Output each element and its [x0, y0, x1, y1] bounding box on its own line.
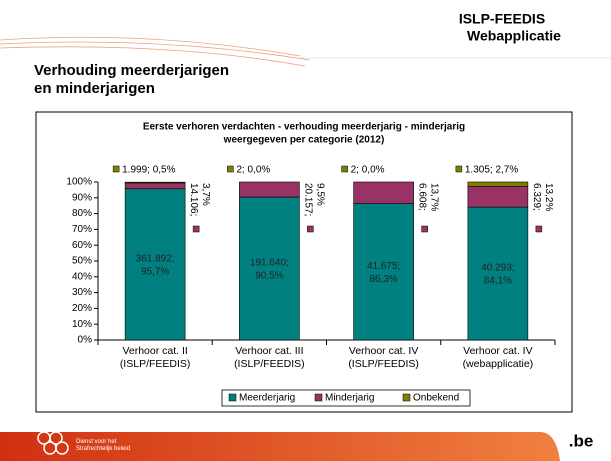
bar-segment [239, 181, 300, 198]
value-label: 2; 0,0% [236, 165, 270, 176]
y-tick-label: 0% [78, 335, 93, 346]
bar-segment [239, 196, 300, 341]
y-tick-label: 20% [72, 303, 92, 314]
y-tick-label: 30% [72, 287, 92, 298]
bar-segment [124, 181, 186, 184]
legend-key [228, 393, 237, 402]
label-key [341, 165, 348, 173]
bar-segment [467, 185, 529, 208]
value-label: 361.892; 95,7% [136, 253, 175, 277]
deco-line [0, 36, 301, 57]
footer-bar [0, 432, 560, 461]
label-key [307, 225, 314, 233]
y-tick-label: 80% [72, 208, 92, 219]
header-title: ISLP-FEEDIS [459, 11, 545, 27]
bar-segment [467, 181, 529, 187]
label-key [421, 225, 428, 233]
bar-segment [467, 206, 529, 341]
slide-title: Verhouding meerderjarigen en minderjarige… [34, 62, 229, 97]
value-label: 191.640; 90,5% [250, 257, 289, 281]
y-tick-label: 10% [72, 319, 92, 330]
value-label: 20.157;9,5% [303, 183, 326, 216]
logo-ring [49, 431, 63, 445]
label-key [227, 165, 234, 173]
decor-lines [0, 36, 611, 67]
footer-domain: .be [569, 431, 594, 450]
header-subtitle: Webapplicatie [467, 28, 561, 44]
x-tick-label: Verhoor cat. IV (ISLP/FEEDIS) [348, 345, 419, 370]
value-label: 40.293; 84,1% [481, 262, 514, 286]
legend-label: Onbekend [413, 393, 459, 404]
y-tick-label: 60% [72, 240, 92, 251]
y-tick-label: 50% [72, 256, 92, 267]
bar-segment [124, 188, 186, 341]
label-key [535, 225, 543, 233]
deco-line [0, 41, 311, 61]
footer-org: Dienst voor het Strafrechtelijk beleid [76, 439, 130, 452]
chart-title: Eerste verhoren verdachten - verhouding … [143, 122, 465, 133]
chart-subtitle: weergegeven per categorie (2012) [223, 135, 385, 146]
label-key [455, 165, 463, 173]
value-label: 41.675; 86,3% [367, 260, 400, 284]
legend-key [314, 393, 323, 402]
legend-key [402, 393, 411, 402]
value-label: 6.608;13,7% [417, 183, 440, 211]
bar-segment [124, 182, 186, 190]
deco-line [0, 46, 306, 67]
value-label: 1.305; 2,7% [465, 165, 518, 176]
logo [37, 431, 69, 455]
logo-ring [55, 441, 69, 455]
x-tick-label: Verhoor cat. II (ISLP/FEEDIS) [120, 345, 191, 370]
label-key [192, 225, 200, 233]
y-tick-label: 100% [66, 177, 92, 188]
y-tick-label: 90% [72, 192, 92, 203]
y-tick-label: 70% [72, 224, 92, 235]
x-tick-label: Verhoor cat. III (ISLP/FEEDIS) [234, 345, 305, 370]
bar-segment [353, 203, 414, 341]
value-label: 6.329;13,2% [531, 183, 554, 211]
value-label: 1.999; 0,5% [122, 165, 175, 176]
label-key [112, 165, 120, 173]
value-label: 14.106;3,7% [188, 183, 211, 216]
y-tick-label: 40% [72, 271, 92, 282]
value-label: 2; 0,0% [351, 165, 385, 176]
legend-label: Meerderjarig [239, 393, 295, 404]
x-tick-label: Verhoor cat. IV (webapplicatie) [463, 345, 534, 370]
bar-segment [353, 181, 414, 204]
legend-label: Minderjarig [325, 393, 374, 404]
